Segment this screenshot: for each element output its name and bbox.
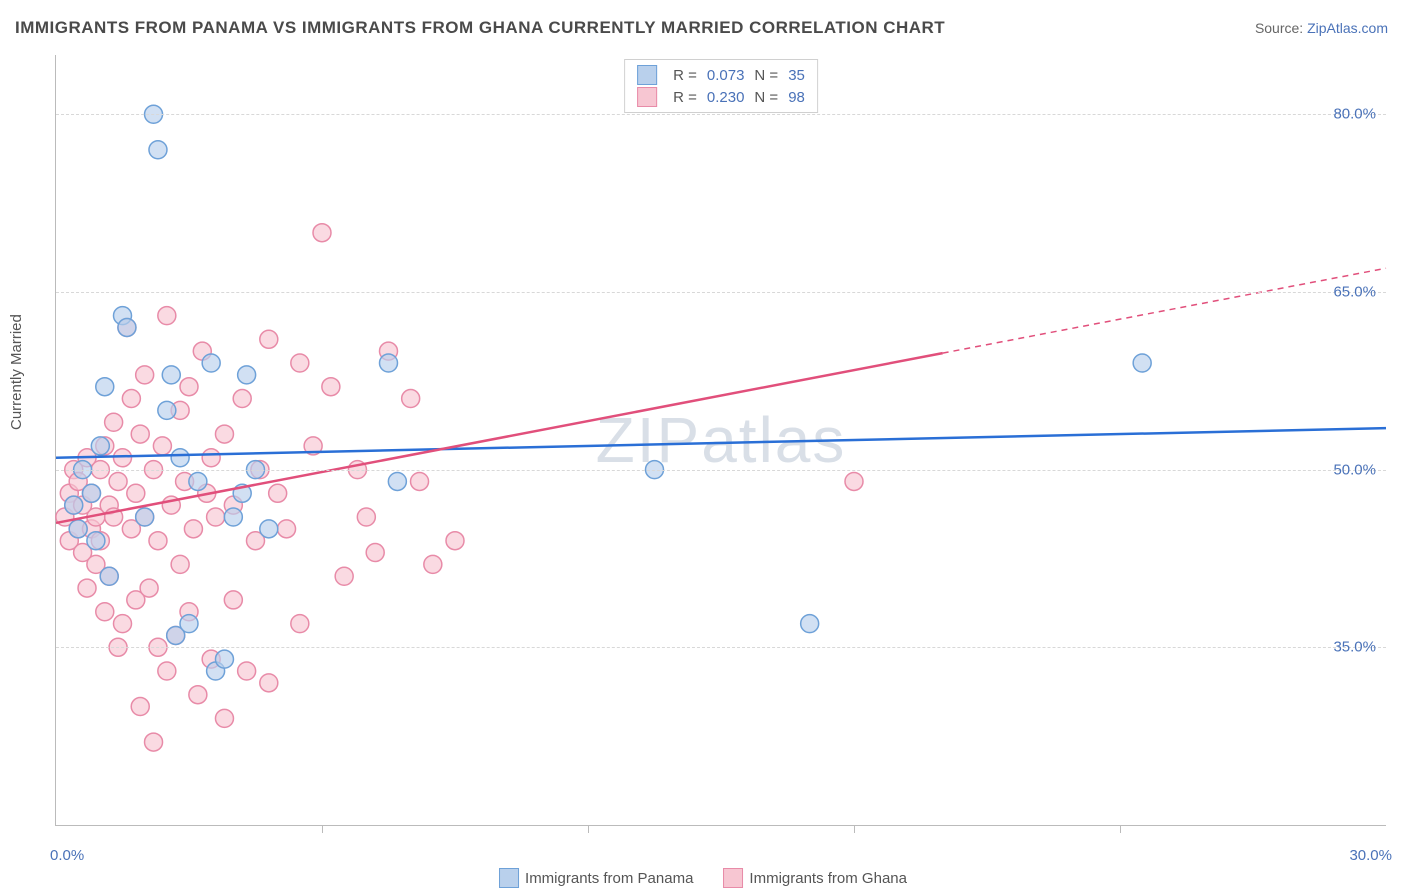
source-prefix: Source: [1255,20,1307,36]
n-value-2: 98 [788,89,805,106]
y-axis-label: Currently Married [8,314,25,430]
swatch-series-1-bottom [499,868,519,888]
scatter-svg [56,55,1386,825]
r-label-1: R = [673,67,697,84]
n-label-1: N = [754,67,778,84]
y-tick-label: 50.0% [1333,461,1376,478]
legend-stats-box: R = 0.073 N = 35 R = 0.230 N = 98 [624,59,818,113]
legend-series-names: Immigrants from Panama Immigrants from G… [499,868,907,888]
legend-item-1: Immigrants from Panama [499,868,693,888]
series-2-name: Immigrants from Ghana [749,870,907,887]
chart-plot-area: ZIPatlas R = 0.073 N = 35 R = 0.230 N = … [55,55,1386,826]
legend-stats-row-1: R = 0.073 N = 35 [637,64,805,86]
x-tick-1: 30.0% [1349,847,1392,864]
r-label-2: R = [673,89,697,106]
chart-title: IMMIGRANTS FROM PANAMA VS IMMIGRANTS FRO… [15,18,945,38]
source-link[interactable]: ZipAtlas.com [1307,20,1388,36]
swatch-series-1 [637,65,657,85]
source-attribution: Source: ZipAtlas.com [1255,20,1388,36]
swatch-series-2 [637,87,657,107]
legend-stats-row-2: R = 0.230 N = 98 [637,86,805,108]
swatch-series-2-bottom [723,868,743,888]
n-label-2: N = [754,89,778,106]
r-value-2: 0.230 [707,89,745,106]
r-value-1: 0.073 [707,67,745,84]
y-tick-label: 35.0% [1333,639,1376,656]
n-value-1: 35 [788,67,805,84]
legend-item-2: Immigrants from Ghana [723,868,907,888]
y-tick-label: 65.0% [1333,283,1376,300]
x-tick-0: 0.0% [50,847,84,864]
y-tick-label: 80.0% [1333,106,1376,123]
series-1-name: Immigrants from Panama [525,870,693,887]
